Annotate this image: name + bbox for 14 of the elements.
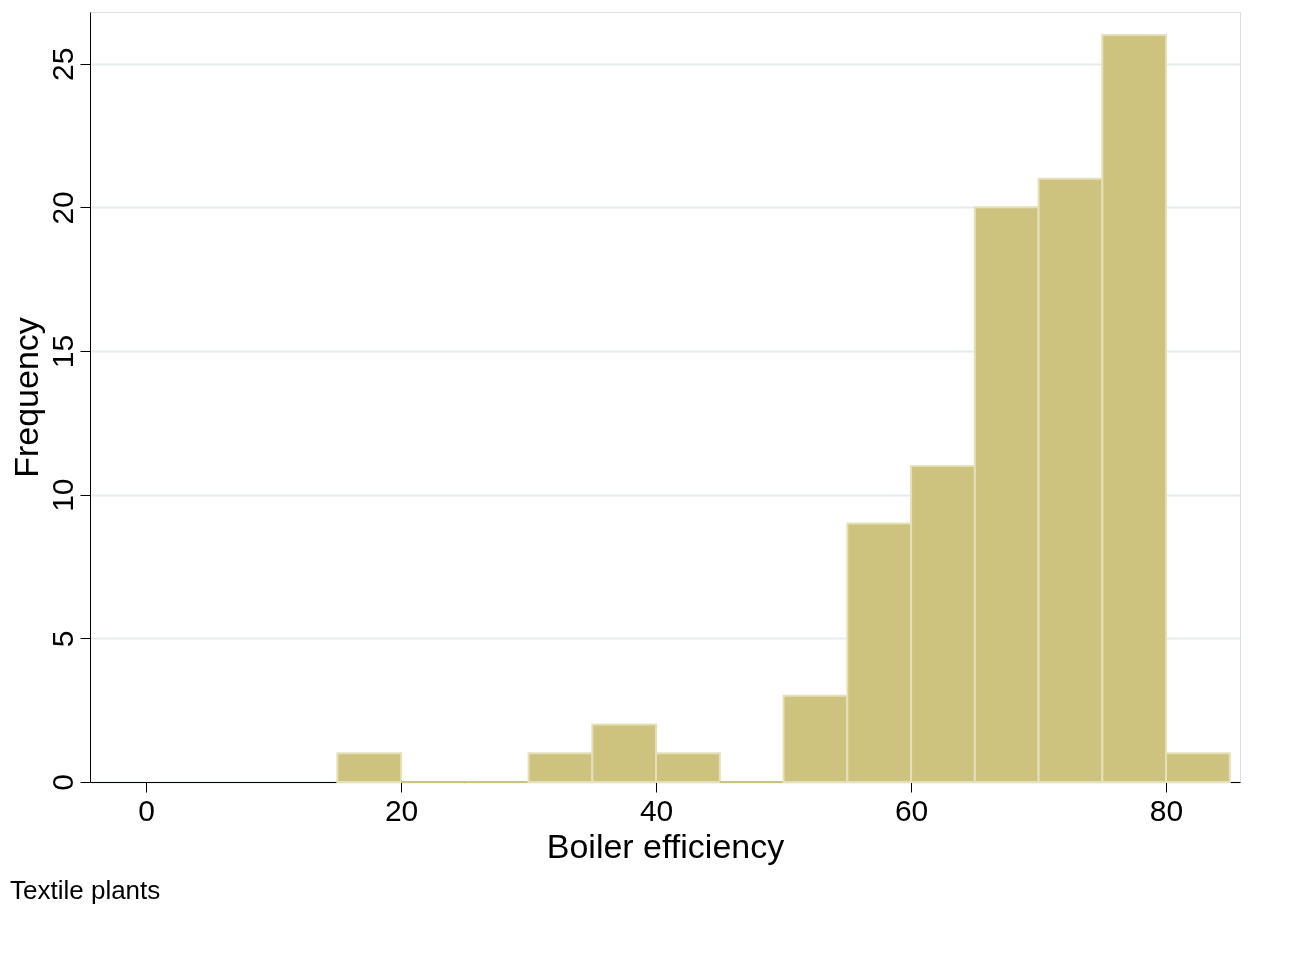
y-tick-label: 5: [45, 630, 79, 648]
x-tick-label: 80: [1149, 793, 1184, 827]
y-axis-title: Frequency: [6, 317, 45, 478]
text: Textile plants: [10, 875, 161, 905]
x-tick-label: 60: [894, 793, 929, 827]
y-tick-label: 25: [45, 47, 79, 81]
x-tick-label: 20: [384, 793, 419, 827]
x-tick-label: 40: [639, 793, 674, 827]
y-tick-label: 20: [45, 191, 79, 225]
x-axis-title: Boiler efficiency: [546, 826, 785, 865]
x-tick-label: 0: [138, 793, 155, 827]
y-tick-label: 0: [45, 774, 79, 791]
y-tick-label: 10: [45, 478, 79, 512]
y-tick-label: 15: [45, 334, 79, 369]
